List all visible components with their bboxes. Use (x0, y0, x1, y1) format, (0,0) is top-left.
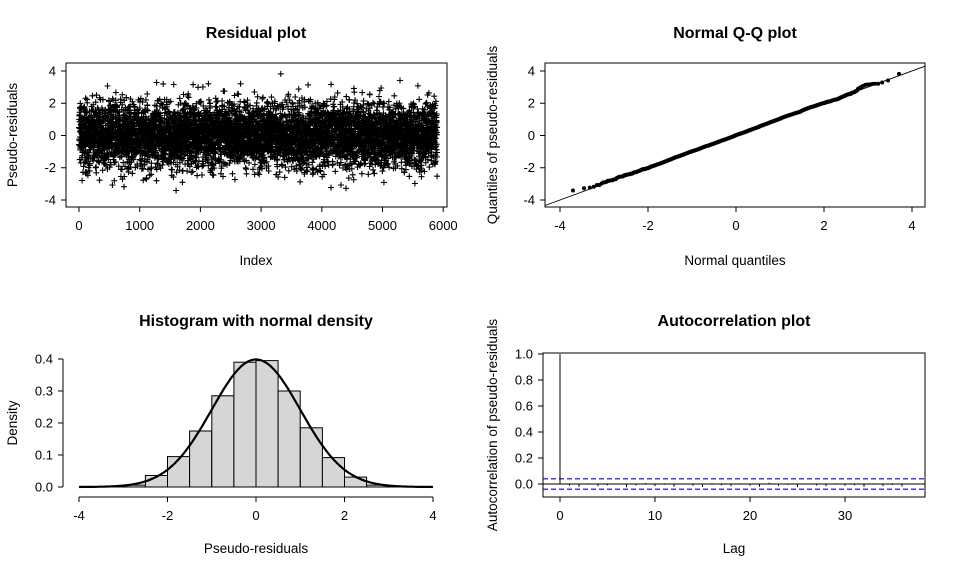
tick-label: -2 (44, 160, 56, 175)
histogram-bar (167, 456, 191, 488)
residual-x-axis-label: Index (239, 253, 272, 268)
acf-x-ticks: 0 10 20 30 (556, 497, 852, 523)
residual-scatter-points (76, 70, 441, 194)
acf-y-axis-label: Autocorrelation of pseudo-residuals (485, 319, 500, 532)
tick-label: 2 (341, 508, 348, 523)
tick-label: 0 (732, 218, 739, 233)
acf-title: Autocorrelation plot (658, 313, 812, 330)
normal-density-curve (78, 358, 434, 489)
acf-x-axis-label: Lag (723, 541, 746, 556)
tick-label: 30 (838, 508, 852, 523)
histogram-bar (344, 476, 368, 488)
tick-label: 20 (743, 508, 757, 523)
acf-y-ticks: 0.0 0.2 0.4 0.6 0.8 1.0 (515, 346, 543, 491)
qq-plot-border (544, 62, 926, 208)
tick-label: 1000 (125, 218, 154, 233)
tick-label: 0.8 (515, 372, 533, 387)
tick-label: 4000 (307, 218, 336, 233)
tick-label: 0 (556, 508, 563, 523)
tick-label: 0.2 (515, 450, 533, 465)
tick-label: 5000 (368, 218, 397, 233)
residual-plot-border (65, 62, 448, 208)
tick-label: 4 (49, 63, 56, 78)
acf-lag-bars (559, 354, 912, 488)
tick-label: -4 (73, 508, 85, 523)
tick-label: -2 (162, 508, 174, 523)
tick-label: -2 (642, 218, 654, 233)
tick-label: 0.2 (35, 415, 53, 430)
residual-x-ticks: 0 1000 2000 3000 4000 5000 6000 (75, 207, 458, 233)
tick-label: 0.4 (515, 424, 533, 439)
autocorrelation-panel: Autocorrelation plot Lag Autocorrelation… (485, 313, 926, 556)
histogram-x-axis-label: Pseudo-residuals (204, 541, 309, 556)
tick-label: 4 (429, 508, 436, 523)
qq-x-axis-label: Normal quantiles (684, 253, 786, 268)
qq-plot-panel: Normal Q-Q plot Normal quantiles Quantil… (485, 25, 926, 268)
residual-y-axis-label: Pseudo-residuals (5, 83, 20, 188)
tick-label: 3000 (247, 218, 276, 233)
qq-y-ticks: -4 -2 0 2 4 (523, 63, 545, 207)
histogram-bar (255, 360, 279, 488)
histogram-bars (100, 360, 412, 488)
qq-x-ticks: -4 -2 0 2 4 (554, 207, 916, 233)
residual-plot-panel: Residual plot Index Pseudo-residuals 0 10… (5, 25, 458, 268)
residual-y-ticks: -4 -2 0 2 4 (44, 63, 66, 207)
tick-label: 2 (820, 218, 827, 233)
qq-y-axis-label: Quantiles of pseudo-residuals (485, 45, 500, 224)
tick-label: 2000 (186, 218, 215, 233)
tick-label: 6000 (429, 218, 458, 233)
tick-label: 0.3 (35, 383, 53, 398)
acf-plot-border (542, 352, 926, 498)
tick-label: 10 (648, 508, 662, 523)
histogram-panel: Histogram with normal density Pseudo-res… (5, 313, 437, 556)
histogram-y-axis-label: Density (5, 400, 20, 445)
histogram-bar (299, 427, 323, 488)
tick-label: 0 (528, 128, 535, 143)
tick-label: 4 (528, 63, 535, 78)
tick-label: 0.0 (35, 479, 53, 494)
tick-label: -4 (523, 192, 535, 207)
tick-label: 1.0 (515, 346, 533, 361)
tick-label: -2 (523, 160, 535, 175)
tick-label: 2 (49, 96, 56, 111)
qq-plot-title: Normal Q-Q plot (673, 25, 797, 42)
tick-label: 0 (49, 128, 56, 143)
tick-label: 0.4 (35, 351, 53, 366)
tick-label: 4 (908, 218, 915, 233)
histogram-x-ticks: -4 -2 0 2 4 (73, 497, 437, 523)
histogram-bar (211, 395, 235, 488)
tick-label: 0.1 (35, 447, 53, 462)
histogram-bar (233, 361, 257, 488)
tick-label: 0 (75, 218, 82, 233)
tick-label: -4 (44, 192, 56, 207)
tick-label: 0 (252, 508, 259, 523)
histogram-bar (321, 457, 345, 488)
qq-scatter-points (571, 71, 901, 193)
tick-label: 0.0 (515, 476, 533, 491)
histogram-title: Histogram with normal density (139, 313, 373, 330)
tick-label: 0.6 (515, 398, 533, 413)
residual-plot-title: Residual plot (206, 25, 307, 42)
histogram-y-ticks: 0.0 0.1 0.2 0.3 0.4 (35, 351, 63, 494)
tick-label: 2 (528, 96, 535, 111)
tick-label: -4 (554, 218, 566, 233)
